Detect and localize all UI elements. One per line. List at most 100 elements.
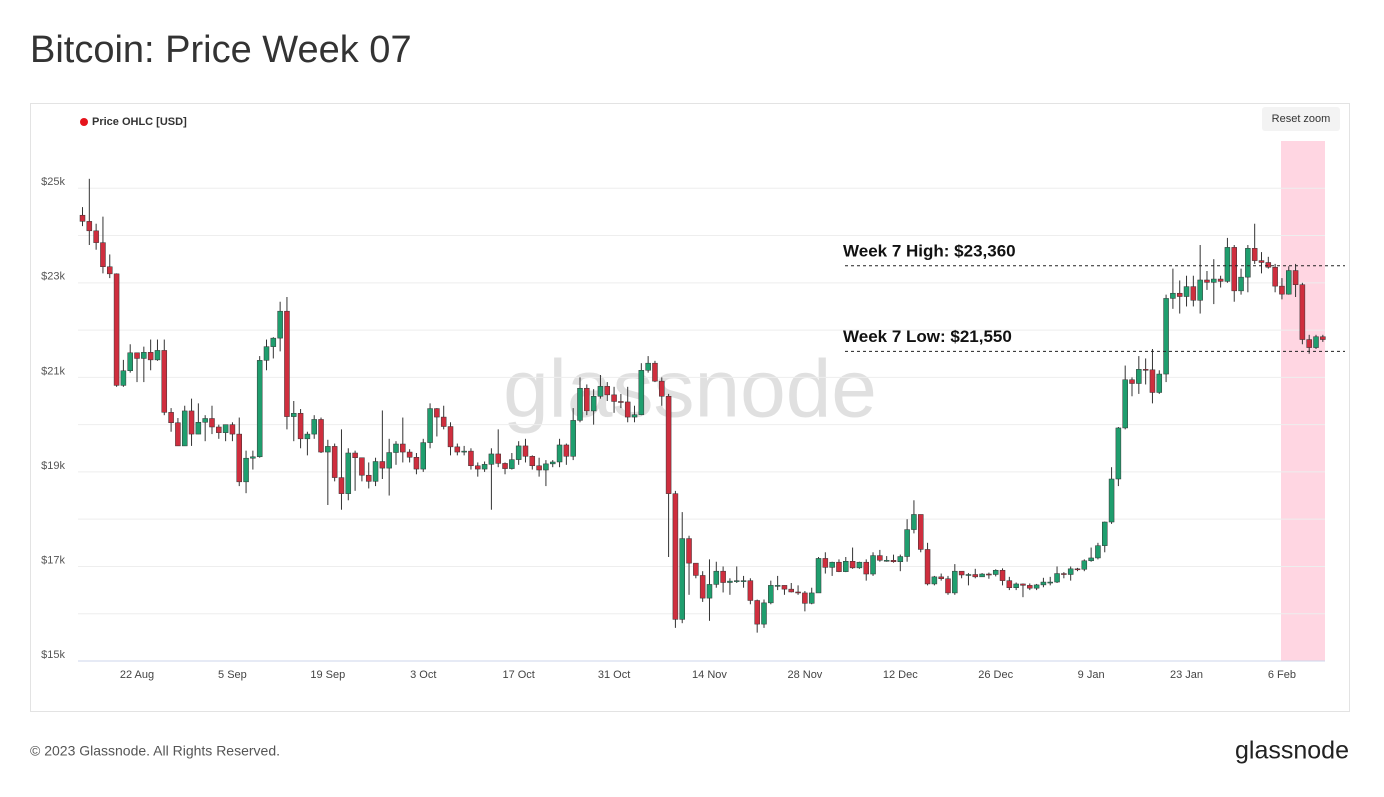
candle-body: [672, 493, 679, 620]
candle-body: [406, 451, 413, 458]
candle-body: [945, 578, 951, 594]
candle-body: [808, 592, 815, 604]
candle-body: [965, 574, 972, 576]
candle-body: [168, 412, 174, 423]
candle-body: [1149, 369, 1156, 393]
candle-body: [699, 575, 706, 599]
candle-body: [863, 561, 869, 575]
x-tick-label: 31 Oct: [598, 669, 630, 681]
candle-body: [1142, 369, 1149, 371]
candle-body: [631, 414, 638, 418]
candle-body: [584, 387, 590, 412]
candle-body: [1245, 248, 1251, 278]
candle-body: [1122, 379, 1128, 429]
candle-body: [652, 362, 658, 382]
candle-body: [1306, 339, 1312, 348]
y-tick-label: $15k: [41, 649, 65, 661]
candle-body: [740, 580, 747, 582]
candle-body: [502, 463, 508, 469]
candle-body: [720, 570, 726, 583]
candle-body: [1047, 581, 1053, 584]
candle-body: [577, 387, 583, 421]
candle-body: [1020, 583, 1026, 586]
candle-body: [815, 558, 822, 594]
candle-body: [1136, 369, 1142, 384]
candle-body: [1183, 286, 1190, 297]
candle-body: [659, 380, 665, 397]
candle-body: [495, 453, 501, 464]
legend-label: Price OHLC [USD]: [92, 116, 187, 128]
candle-body: [1313, 336, 1319, 348]
candle-body: [522, 445, 529, 457]
candle-body: [161, 350, 168, 413]
candle-body: [774, 585, 781, 587]
candle-body: [154, 350, 161, 361]
x-tick-label: 19 Sep: [310, 669, 345, 681]
week-highlight: [1281, 141, 1325, 661]
candle-body: [686, 538, 692, 564]
chart-card: [30, 103, 1350, 712]
candle-body: [938, 576, 944, 579]
annotation-label: Week 7 Low: $21,550: [843, 327, 1012, 346]
candle-body: [843, 561, 849, 572]
candle-body: [86, 221, 93, 232]
candle-body: [1292, 270, 1299, 285]
candle-body: [243, 457, 249, 483]
candle-body: [284, 310, 290, 417]
x-tick-label: 17 Oct: [502, 669, 534, 681]
candle-body: [556, 444, 563, 463]
candle-body: [420, 442, 426, 470]
candle-body: [706, 584, 713, 599]
candle-body: [727, 580, 733, 583]
candle-body: [393, 443, 399, 453]
legend-marker: [80, 118, 88, 126]
candle-body: [297, 413, 304, 440]
candle-body: [1170, 292, 1176, 299]
candle-body: [250, 456, 256, 459]
candle-body: [747, 580, 754, 601]
candle-body: [365, 474, 372, 482]
candle-body: [849, 561, 856, 569]
candle-body: [277, 310, 283, 339]
candle-body: [331, 446, 338, 478]
candle-body: [195, 422, 202, 435]
candle-body: [338, 477, 345, 494]
reset-zoom-button[interactable]: [1262, 107, 1340, 131]
candle-body: [1088, 557, 1094, 562]
candle-body: [931, 576, 938, 585]
candle-body: [107, 266, 113, 275]
reset-zoom-label[interactable]: Reset zoom: [1272, 113, 1331, 125]
candle-body: [1040, 581, 1047, 586]
x-tick-label: 22 Aug: [120, 669, 154, 681]
candle-body: [877, 555, 883, 561]
logo: glassnode: [1235, 737, 1349, 765]
candle-body: [1231, 247, 1237, 292]
y-tick-label: $21k: [41, 365, 65, 377]
candle-body: [515, 445, 522, 460]
x-tick-label: 9 Jan: [1078, 669, 1105, 681]
candle-body: [127, 352, 133, 371]
candle-body: [379, 461, 386, 469]
candle-body: [372, 461, 379, 482]
candle-body: [897, 556, 904, 562]
candle-body: [972, 574, 979, 578]
candle-body: [175, 422, 181, 447]
candle-body: [325, 446, 331, 453]
candle-body: [611, 394, 617, 402]
candle-body: [733, 580, 740, 582]
candle-body: [1081, 560, 1088, 570]
candle-body: [1129, 379, 1135, 384]
candle-body: [216, 426, 222, 433]
candle-body: [590, 396, 597, 412]
candle-body: [829, 561, 835, 568]
candle-body: [1061, 573, 1067, 575]
candle-body: [992, 569, 999, 575]
candle-body: [781, 585, 788, 590]
candle-body: [836, 561, 842, 572]
candle-body: [345, 452, 352, 494]
y-tick-label: $17k: [41, 554, 65, 566]
y-tick-label: $19k: [41, 460, 65, 472]
candle-body: [870, 555, 876, 575]
candle-body: [795, 591, 801, 594]
